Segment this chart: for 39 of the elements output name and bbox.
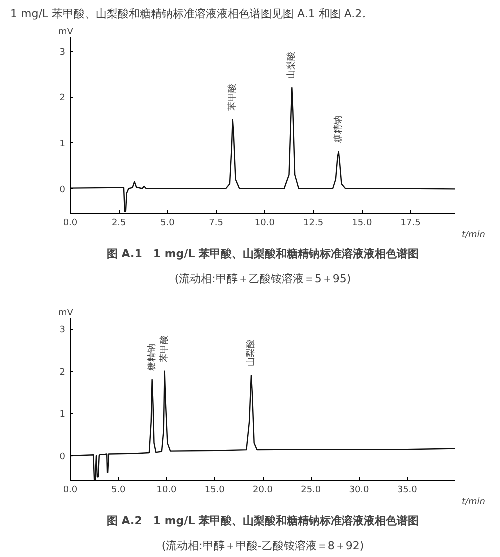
x-tick-label: 15.0 <box>352 218 372 228</box>
text: (流动相:甲醇＋甲酸-乙酸铵溶液＝8＋92) <box>162 540 364 552</box>
annotation: 山梨酸 <box>286 52 298 79</box>
annotation: 山梨酸 <box>245 340 256 367</box>
y-axis-title: mV <box>58 28 74 38</box>
x-tick-label: 15.0 <box>204 486 226 496</box>
x-tick-label: 7.5 <box>209 218 224 228</box>
annotation: 苯甲酸 <box>226 84 238 111</box>
x-tick-label: 10.0 <box>156 486 178 496</box>
y-tick-label: 3 <box>60 48 66 58</box>
annotation: 糖精钠 <box>146 344 158 371</box>
y-tick-label: 0 <box>60 185 66 196</box>
y-tick-label: 2 <box>60 94 66 104</box>
text: 1 mg/L 苯甲酸、山梨酸和糖精钠标准溶液液相色谱图见图 A.1 和图 A.2。 <box>10 8 374 20</box>
x-tick-label: 2.5 <box>112 218 126 228</box>
y-axis-title: mV <box>58 308 74 318</box>
x-axis-title: t/min <box>462 498 486 508</box>
x-tick-label: 5.0 <box>111 486 126 496</box>
x-tick-label: 17.5 <box>400 218 421 228</box>
x-tick-label: 35.0 <box>397 486 418 496</box>
text: (流动相:甲醇＋乙酸铵溶液＝5＋95) <box>174 272 352 286</box>
annotation: 苯甲酸 <box>158 335 170 362</box>
x-tick-label: 5.0 <box>160 218 176 228</box>
y-tick-label: 2 <box>60 368 66 378</box>
x-tick-label: 10.0 <box>254 218 276 228</box>
text: 图 A.1 1 mg/L 苯甲酸、山梨酸和糖精钠标准溶液液相色谱图 <box>106 248 420 260</box>
y-tick-label: 3 <box>60 326 66 336</box>
x-tick-label: 25.0 <box>301 486 322 496</box>
x-tick-label: 0.0 <box>63 218 78 228</box>
x-tick-label: 20.0 <box>252 486 274 496</box>
text: 图 A.2 1 mg/L 苯甲酸、山梨酸和糖精钠标准溶液液相色谱图 <box>106 514 420 528</box>
y-tick-label: 1 <box>60 410 66 420</box>
x-tick-label: 12.5 <box>304 218 324 228</box>
x-tick-label: 0.0 <box>63 486 78 496</box>
annotation: 糖精钠 <box>332 116 344 144</box>
y-tick-label: 0 <box>60 452 66 462</box>
x-axis-title: t/min <box>462 230 486 240</box>
y-tick-label: 1 <box>60 139 66 150</box>
x-tick-label: 30.0 <box>349 486 370 496</box>
